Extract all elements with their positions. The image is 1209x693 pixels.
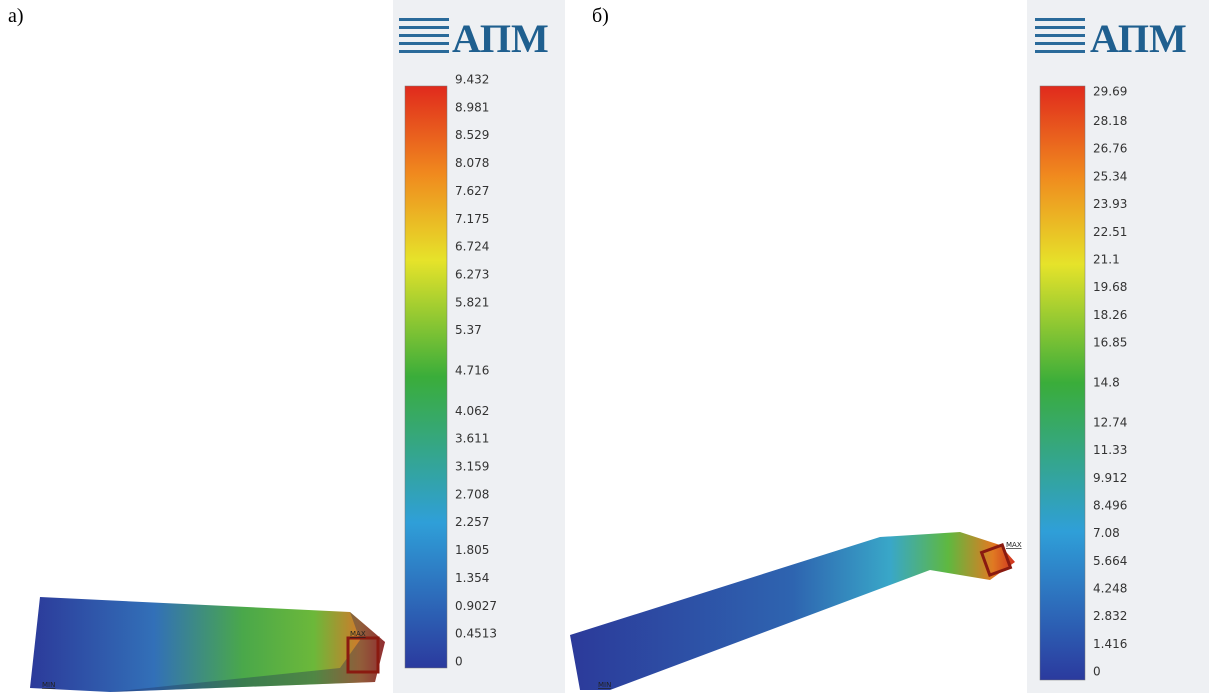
scale-label: 5.37 <box>455 323 482 337</box>
scale-label: 29.69 <box>1093 85 1127 99</box>
scale-label: 1.805 <box>455 543 489 557</box>
scale-label: 28.18 <box>1093 114 1127 128</box>
scale-label: 7.627 <box>455 184 489 198</box>
scale-label: 4.248 <box>1093 582 1127 596</box>
max-marker: MAX <box>350 630 366 638</box>
scale-label: 9.912 <box>1093 471 1127 485</box>
scale-label: 8.078 <box>455 156 489 170</box>
logo: АПМ <box>452 16 549 61</box>
scale-label: 1.416 <box>1093 637 1127 651</box>
scale-label: 25.34 <box>1093 169 1127 183</box>
scale-label: 18.26 <box>1093 308 1127 322</box>
scale-label: 3.159 <box>455 460 489 474</box>
scale-label: 1.354 <box>455 571 489 585</box>
scale-label: 12.74 <box>1093 416 1127 430</box>
scale-label: 0.9027 <box>455 599 497 613</box>
scale-label: 4.062 <box>455 404 489 418</box>
scale-label: 8.981 <box>455 100 489 114</box>
scale-label: 26.76 <box>1093 142 1127 156</box>
scale-label: 5.664 <box>1093 554 1127 568</box>
scale-label: 6.724 <box>455 240 489 254</box>
panel-label: а) <box>8 5 24 27</box>
scale-label: 19.68 <box>1093 280 1127 294</box>
scale-label: 22.51 <box>1093 225 1127 239</box>
scale-label: 21.1 <box>1093 252 1120 266</box>
scale-label: 3.611 <box>455 432 489 446</box>
scale-label: 2.708 <box>455 487 489 501</box>
color-bar <box>405 86 447 668</box>
scale-label: 7.175 <box>455 212 489 226</box>
scale-label: 2.832 <box>1093 609 1127 623</box>
scale-label: 9.432 <box>455 73 489 87</box>
scale-label: 14.8 <box>1093 375 1120 389</box>
scale-label: 23.93 <box>1093 197 1127 211</box>
scale-label: 16.85 <box>1093 335 1127 349</box>
scale-label: 11.33 <box>1093 443 1127 457</box>
scale-label: 6.273 <box>455 267 489 281</box>
min-marker: MIN <box>598 681 611 689</box>
max-marker: MAX <box>1006 541 1022 549</box>
figure: а) АПМ 9.432 8.981 8.529 8.078 7.627 7.175 6.724… <box>0 0 1209 693</box>
scale-label: 7.08 <box>1093 526 1120 540</box>
logo: АПМ <box>1090 16 1187 61</box>
scale-label: 0 <box>455 655 463 669</box>
scale-label: 2.257 <box>455 515 489 529</box>
scale-label: 4.716 <box>455 364 489 378</box>
panel-label: б) <box>592 5 609 27</box>
scale-label: 0 <box>1093 665 1101 679</box>
beam <box>570 532 1015 690</box>
scale-label: 8.529 <box>455 128 489 142</box>
min-marker: MIN <box>42 681 55 689</box>
scale-label: 8.496 <box>1093 499 1127 513</box>
scale-label: 0.4513 <box>455 627 497 641</box>
color-bar <box>1040 86 1085 680</box>
scale-label: 5.821 <box>455 295 489 309</box>
